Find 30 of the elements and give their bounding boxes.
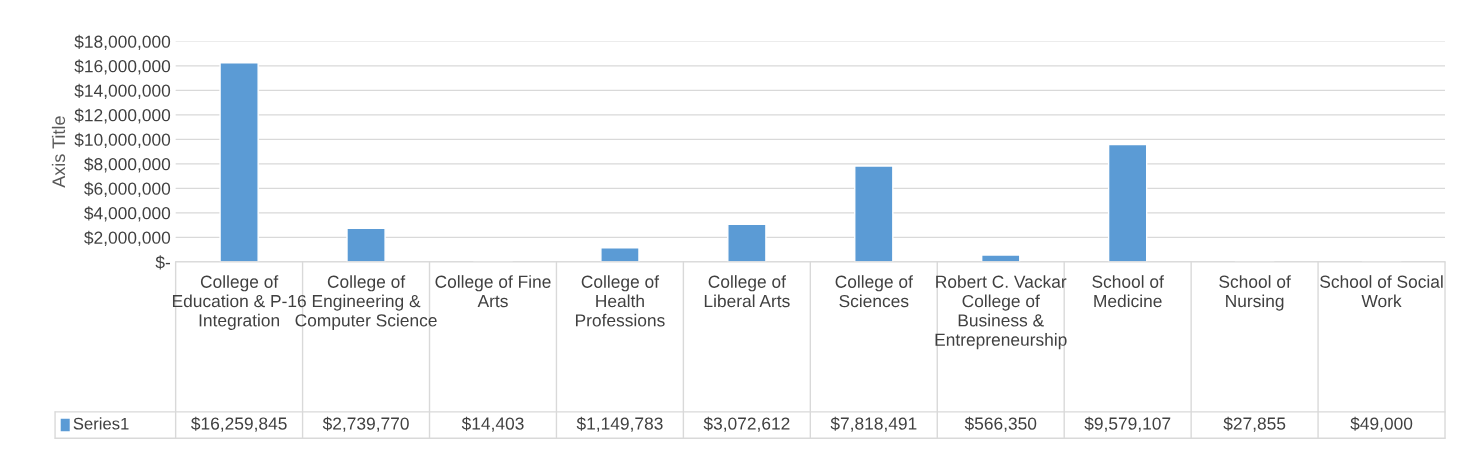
x-tick-label: College of Sciences	[835, 275, 913, 308]
y-tick-label: $2,000,000	[84, 230, 171, 246]
text: $9,579,107	[1084, 416, 1171, 432]
y-tick-label: $12,000,000	[74, 108, 171, 124]
y-tick-label: $6,000,000	[84, 181, 171, 197]
x-tick-label: School of Social Work	[1320, 275, 1443, 308]
y-tick-label: $14,000,000	[74, 83, 171, 99]
text: $566,350	[964, 416, 1037, 432]
x-tick-label: School of Medicine	[1092, 275, 1164, 308]
y-tick-label: $4,000,000	[84, 206, 171, 222]
text: $3,072,612	[703, 416, 790, 432]
legend-label: Series1	[73, 417, 129, 430]
text: $49,000	[1350, 416, 1413, 432]
x-tick-label: Robert C. Vackar College of Business & Entrepreneurship	[935, 275, 1067, 350]
y-tick-label: $18,000,000	[74, 34, 171, 50]
y-axis-title: Axis Title	[51, 116, 66, 188]
text: $2,739,770	[322, 416, 409, 432]
y-tick-label: $8,000,000	[84, 157, 171, 173]
text: $14,403	[461, 416, 524, 432]
y-tick-label: $16,000,000	[74, 59, 171, 75]
text: $16,259,845	[191, 416, 287, 432]
x-tick-label: College of Health Professions	[575, 275, 665, 327]
y-tick-label: $-	[155, 255, 171, 270]
x-tick-label: College of Fine Arts	[435, 275, 551, 308]
text: $27,855	[1223, 416, 1286, 432]
x-tick-label: School of Nursing	[1219, 275, 1291, 311]
text: $1,149,783	[576, 416, 663, 432]
text: $7,818,491	[830, 416, 917, 432]
x-tick-label: College of Liberal Arts	[704, 275, 790, 308]
y-tick-label: $10,000,000	[74, 132, 171, 148]
